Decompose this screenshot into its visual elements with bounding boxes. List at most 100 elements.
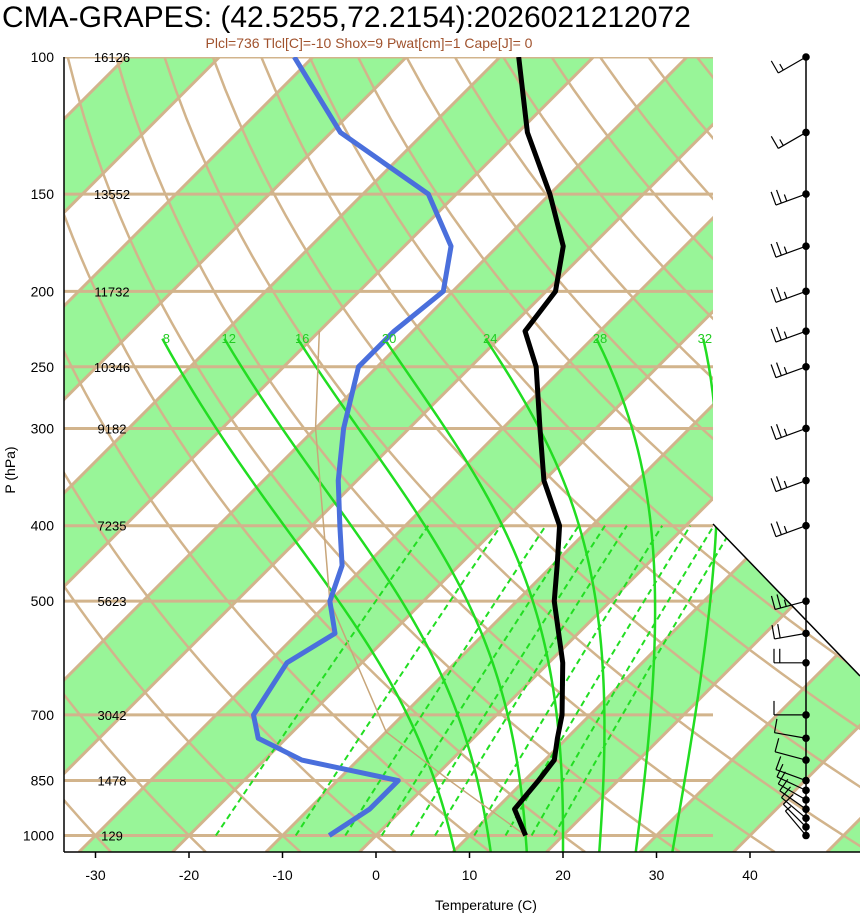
mixing-ratio-line [473,525,664,837]
mixing-ratio-line [380,525,580,837]
wind-barb [774,732,807,739]
temperature-tick-label: -10 [272,867,292,883]
pressure-tick-label: 250 [31,359,55,375]
moist-adiabat-label: 32 [698,331,712,346]
dry-adiabat-line [356,57,860,852]
y-axis-label: P (hPa) [2,446,18,493]
dry-adiabat-line [114,57,776,852]
moist-adiabat-label: 12 [221,331,235,346]
wind-barb-flag [776,594,782,609]
wind-barb-flag [770,523,777,537]
wind-barb-flag [779,63,784,71]
wind-barb [777,56,807,74]
height-label: 7235 [98,519,127,534]
wind-barb-flag [775,756,782,770]
wind-barb-flag [782,793,794,805]
wind-barb [775,245,807,258]
wind-barb-flag [783,428,788,436]
mixing-ratio-line [294,525,502,837]
wind-barb-flag [771,625,776,640]
wind-barb-flag [770,328,777,343]
dry-adiabat-line [260,57,860,852]
wind-barb [782,803,807,828]
plot-area [64,57,860,852]
mixing-ratio-line [409,525,606,837]
moist-adiabat-label: 24 [483,331,497,346]
pressure-tick-label: 200 [31,283,55,299]
height-label: 9182 [98,421,127,436]
pressure-tick-label: 150 [31,186,55,202]
wind-barb [775,330,807,343]
wind-barb-flag [783,291,788,299]
wind-barb-flag [770,288,777,303]
wind-barb-flag [783,525,788,533]
dry-adiabat-line [64,57,397,852]
mixing-ratio-line [504,525,692,837]
dry-adiabat-line [64,57,586,852]
temperature-band [64,57,407,852]
pressure-tick-label: 500 [31,593,55,609]
mixing-ratio-line [344,525,547,837]
temperature-tick-label: 30 [649,867,665,883]
wind-barb-flag [783,599,787,607]
wind-barb-flag [770,60,779,74]
wind-barb-flag [770,191,777,206]
moist-adiabat-label: 28 [593,331,607,346]
pressure-tick-label: 300 [31,420,55,436]
wind-barb-flag [775,286,782,301]
isotherm-line [64,57,408,852]
dry-adiabat-line [64,57,207,852]
moist-adiabat-line [595,338,657,852]
wind-barb-flag [770,478,777,492]
axes: 1001502002503004005007008501000161261355… [23,49,860,883]
wind-barb [784,810,807,836]
wind-barb [775,427,807,440]
temperature-tick-label: -20 [179,867,199,883]
wind-barb-flag [777,624,781,639]
pressure-tick-label: 400 [31,518,55,534]
wind-barb-flag [770,364,777,378]
x-axis-label: Temperature (C) [435,897,537,913]
chart-subtitle: Plcl=736 Tlcl[C]=-10 Shox=9 Pwat[cm]=1 C… [206,35,533,51]
moist-adiabat-line [484,337,606,852]
wind-barb [775,769,807,782]
isotherm-line [64,57,595,852]
wind-barb-flag [775,241,782,256]
wind-barb-flag [770,595,776,610]
wind-barb-flag [773,718,778,733]
wind-barb-flag [783,331,788,339]
wind-barb [774,632,807,640]
wind-barb-flag [783,367,788,375]
wind-barb-flag [775,362,782,376]
dry-adiabat-line [64,57,302,852]
wind-barb-flag [775,424,782,438]
mixing-ratio-line [215,525,430,837]
pressure-tick-label: 850 [31,773,55,789]
wind-barb-flag [770,243,777,258]
moist-adiabat-label: 8 [163,331,170,346]
chart-title: CMA-GRAPES: (42.5255,72.2154):2026021212… [2,1,691,34]
temperature-tick-label: 10 [462,867,478,883]
wind-barb-flag [770,136,779,149]
moist-adiabat-label: 16 [295,331,309,346]
dry-adiabat-line [453,57,860,852]
wind-barb [777,783,807,801]
height-label: 3042 [98,708,127,723]
mixing-ratio-line [434,525,628,837]
wind-barb [774,751,807,761]
temperature-tick-label: 0 [372,867,380,883]
wind-barb [781,797,807,819]
wind-barb [775,290,807,303]
wind-barb-flag [783,480,788,488]
isotherm-line [64,57,782,852]
dry-adiabat-line [405,57,860,852]
pressure-tick-label: 1000 [23,828,54,844]
isotherm-line [64,57,221,852]
wind-barb-flag [783,194,788,202]
wind-barb-flag [775,521,782,535]
wind-barb-flag [774,738,780,752]
pressure-tick-label: 100 [31,49,55,65]
temperature-tick-label: 40 [742,867,758,883]
dry-adiabat-line [163,57,860,852]
